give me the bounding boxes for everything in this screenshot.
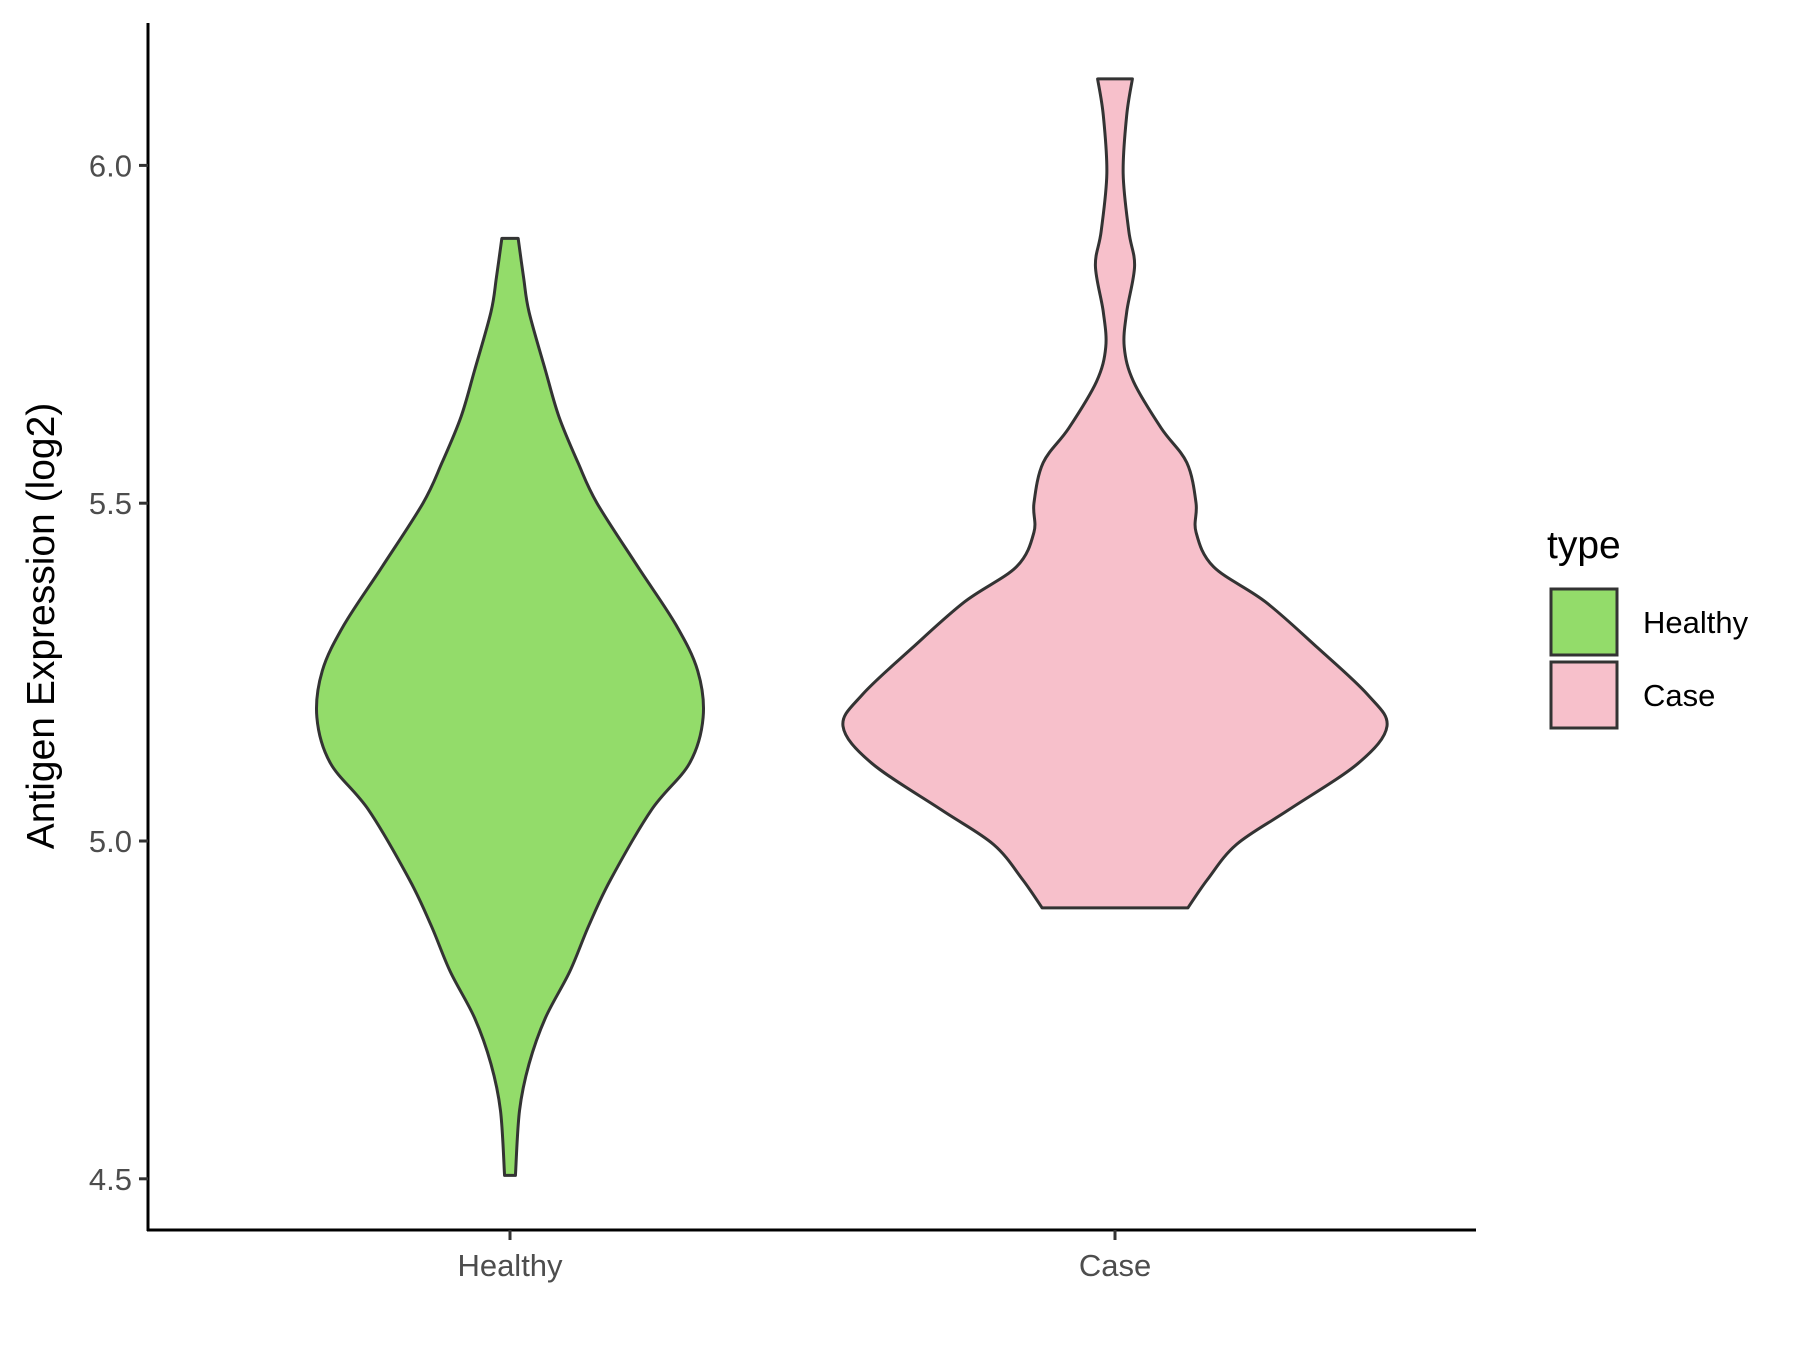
x-tick-label: Healthy — [457, 1248, 563, 1283]
violin-healthy — [315, 236, 705, 1177]
legend-label: Case — [1643, 678, 1715, 713]
y-tick-label: 5.0 — [89, 824, 132, 859]
legend: type Healthy Case — [1547, 524, 1749, 730]
y-axis-label: Antigen Expression (log2) — [20, 403, 63, 850]
legend-label: Healthy — [1643, 605, 1749, 640]
x-tick-label: Case — [1079, 1248, 1151, 1283]
y-tick-label: 6.0 — [89, 148, 132, 183]
legend-key-healthy — [1549, 587, 1619, 657]
y-tick-label: 5.5 — [89, 486, 132, 521]
legend-title: type — [1547, 524, 1621, 567]
violins — [315, 77, 1389, 1177]
y-tick-label: 4.5 — [89, 1162, 132, 1197]
legend-key-case — [1549, 660, 1619, 730]
violin-case — [841, 77, 1389, 910]
y-ticks: 4.5 5.0 5.5 6.0 — [89, 148, 148, 1197]
x-ticks: Healthy Case — [457, 1230, 1151, 1283]
